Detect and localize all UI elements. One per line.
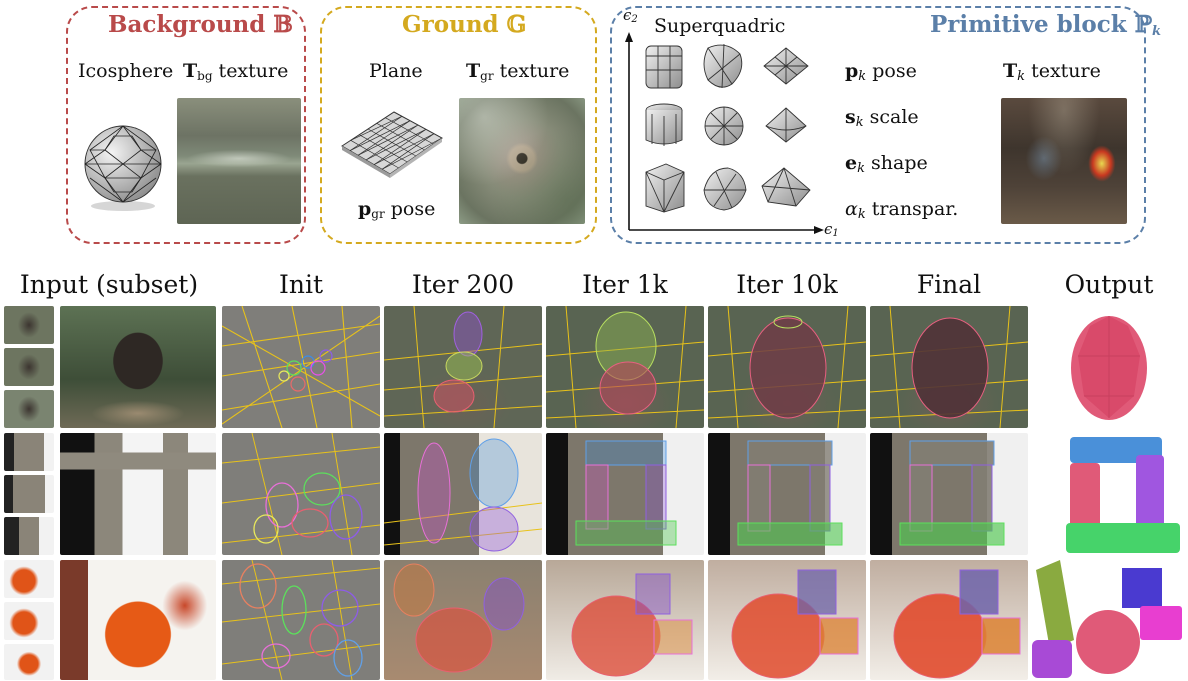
primitive-symbol: ℙ bbox=[1134, 11, 1153, 38]
background-panel bbox=[66, 6, 306, 244]
column-header-iter1k: Iter 1k bbox=[582, 270, 668, 299]
input-thumb bbox=[4, 348, 54, 386]
icosphere-icon bbox=[84, 125, 162, 211]
init-render bbox=[222, 560, 380, 680]
ground-panel bbox=[320, 6, 597, 244]
iter1k-render bbox=[546, 306, 704, 428]
column-header-init: Init bbox=[278, 270, 324, 299]
primitive-texture-label: Tk texture bbox=[1003, 60, 1101, 84]
final-render bbox=[870, 433, 1028, 555]
ground-symbol: 𝔾 bbox=[506, 11, 527, 38]
param-shape: ek shape bbox=[845, 152, 928, 176]
iter10k-render bbox=[708, 433, 866, 555]
superquadric-icon bbox=[645, 45, 683, 89]
input-thumb bbox=[4, 560, 54, 598]
plane-label: Plane bbox=[369, 60, 423, 82]
param-pose: pk pose bbox=[845, 60, 917, 84]
iter10k-render bbox=[708, 560, 866, 680]
iter200-render bbox=[384, 433, 542, 555]
input-thumb bbox=[4, 390, 54, 428]
output-egg-icon bbox=[1071, 316, 1147, 420]
icosphere-label: Icosphere bbox=[78, 60, 174, 82]
iter200-render bbox=[384, 306, 542, 428]
ground-texture-image bbox=[459, 98, 585, 224]
axis-x-label: ϵ1 bbox=[824, 220, 839, 239]
primitive-title: Primitive block ℙk bbox=[930, 11, 1162, 39]
output-pumpkin-scene-icon bbox=[1032, 560, 1182, 678]
background-symbol: 𝔹 bbox=[273, 11, 293, 38]
background-texture-label: Tbg texture bbox=[183, 60, 289, 83]
column-header-iter10k: Iter 10k bbox=[736, 270, 838, 299]
final-render bbox=[870, 306, 1028, 428]
ground-pose-label: pgr pose bbox=[358, 198, 436, 221]
input-thumb bbox=[4, 644, 54, 680]
input-photo bbox=[60, 433, 216, 555]
input-photo bbox=[60, 306, 216, 428]
iter200-render bbox=[384, 560, 542, 680]
plane-mesh-icon bbox=[341, 111, 443, 178]
init-render bbox=[222, 433, 380, 555]
background-texture-image bbox=[177, 98, 301, 224]
superquadric-icon bbox=[765, 107, 807, 143]
superquadric-icon bbox=[763, 47, 809, 85]
output-arch-icon bbox=[1066, 437, 1180, 553]
iter1k-render bbox=[546, 560, 704, 680]
background-title: Background 𝔹 bbox=[108, 11, 293, 38]
iter1k-render bbox=[546, 433, 704, 555]
ground-title: Ground 𝔾 bbox=[402, 11, 527, 38]
axis-y-label: ϵ2 bbox=[623, 6, 638, 25]
superquadric-icon bbox=[645, 163, 685, 213]
init-render bbox=[222, 306, 380, 428]
superquadric-grid bbox=[645, 43, 811, 213]
input-thumb bbox=[4, 602, 54, 640]
primitive-texture-image bbox=[1001, 98, 1127, 224]
input-photo bbox=[60, 560, 216, 680]
column-header-input: Input (subset) bbox=[19, 270, 199, 299]
input-thumb bbox=[4, 306, 54, 344]
input-thumb bbox=[4, 433, 54, 471]
param-transparency: αk transpar. bbox=[845, 198, 959, 222]
column-header-final: Final bbox=[916, 270, 982, 299]
superquadric-label: Superquadric bbox=[654, 15, 786, 37]
input-thumb bbox=[4, 517, 54, 555]
param-scale: sk scale bbox=[845, 106, 919, 130]
ground-texture-label: Tgr texture bbox=[466, 60, 570, 83]
superquadric-axes bbox=[625, 32, 824, 234]
primitive-panel bbox=[610, 6, 1146, 244]
iter10k-render bbox=[708, 306, 866, 428]
final-render bbox=[870, 560, 1028, 680]
superquadric-icon bbox=[645, 103, 683, 146]
column-header-output: Output bbox=[1064, 270, 1154, 299]
column-header-iter200: Iter 200 bbox=[411, 270, 515, 299]
superquadric-icon bbox=[703, 167, 747, 211]
superquadric-icon bbox=[761, 167, 811, 207]
superquadric-icon bbox=[703, 43, 743, 89]
input-thumb bbox=[4, 475, 54, 513]
superquadric-icon bbox=[704, 106, 744, 146]
